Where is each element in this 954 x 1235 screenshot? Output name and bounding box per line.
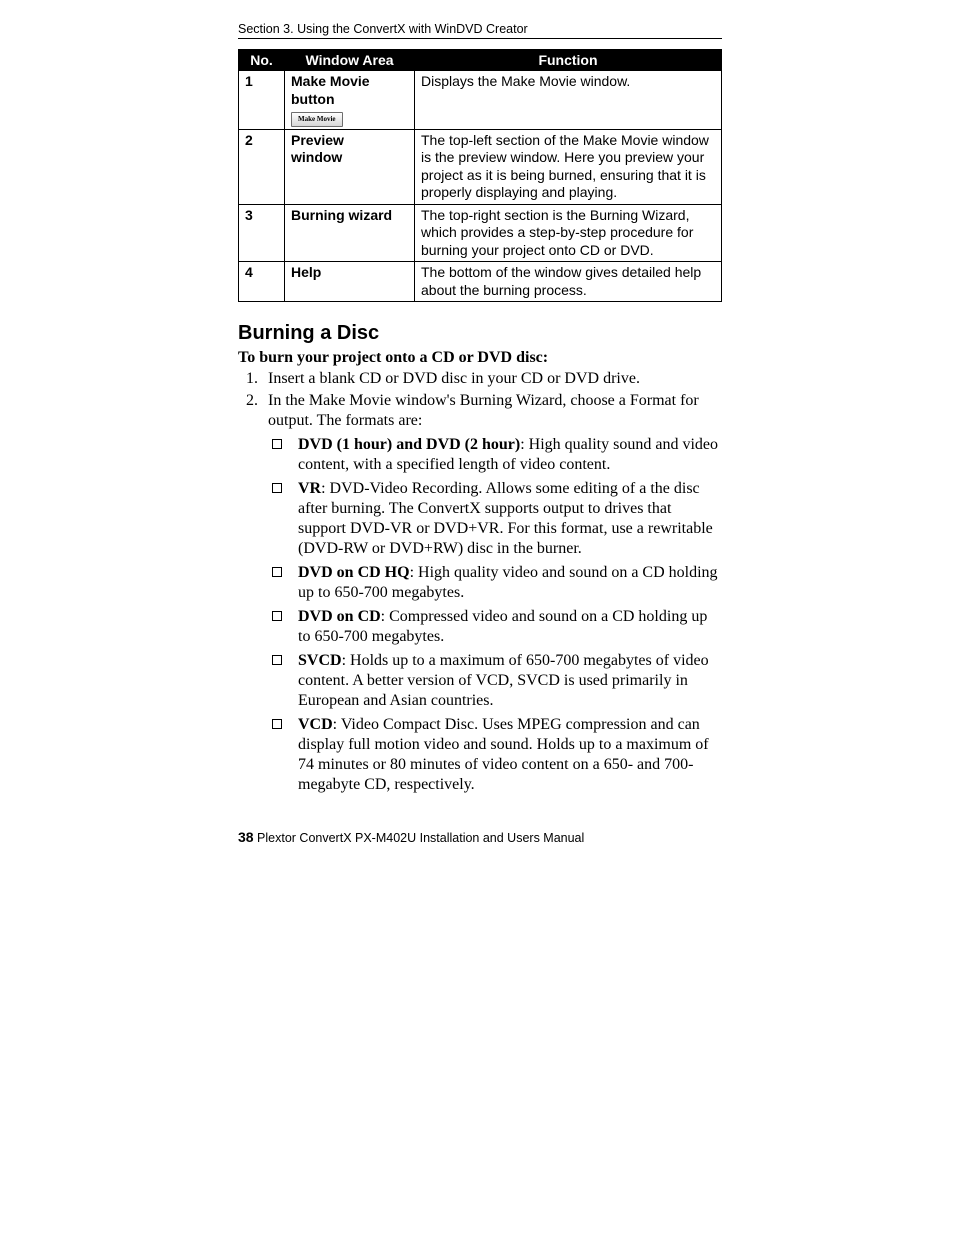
checkbox-bullet-icon bbox=[272, 567, 282, 577]
th-func: Function bbox=[415, 50, 722, 71]
step-item: Insert a blank CD or DVD disc in your CD… bbox=[262, 369, 722, 389]
formats-list: DVD (1 hour) and DVD (2 hour): High qual… bbox=[268, 435, 722, 795]
format-title: SVCD bbox=[298, 652, 342, 669]
format-desc: : Video Compact Disc. Uses MPEG compress… bbox=[298, 716, 709, 793]
format-item: DVD (1 hour) and DVD (2 hour): High qual… bbox=[298, 435, 722, 475]
cell-func: The bottom of the window gives detailed … bbox=[415, 262, 722, 302]
cell-no: 4 bbox=[239, 262, 285, 302]
checkbox-bullet-icon bbox=[272, 483, 282, 493]
format-item: DVD on CD HQ: High quality video and sou… bbox=[298, 563, 722, 603]
format-item: DVD on CD: Compressed video and sound on… bbox=[298, 607, 722, 647]
area-label-line2: button bbox=[291, 91, 335, 107]
section-header: Section 3. Using the ConvertX with WinDV… bbox=[238, 22, 722, 39]
area-label-line2: window bbox=[291, 149, 342, 165]
step-item: In the Make Movie window's Burning Wizar… bbox=[262, 391, 722, 795]
cell-area: Burning wizard bbox=[285, 204, 415, 262]
make-movie-button-graphic: Make Movie bbox=[291, 112, 343, 127]
table-row: 3 Burning wizard The top-right section i… bbox=[239, 204, 722, 262]
area-label-line1: Help bbox=[291, 264, 321, 280]
area-label-line1: Make Movie bbox=[291, 73, 370, 89]
page-number: 38 bbox=[238, 829, 254, 845]
format-item: SVCD: Holds up to a maximum of 650-700 m… bbox=[298, 651, 722, 711]
page-footer: 38 Plextor ConvertX PX-M402U Installatio… bbox=[238, 829, 722, 845]
format-desc: : Holds up to a maximum of 650-700 megab… bbox=[298, 652, 709, 709]
format-title: VCD bbox=[298, 716, 333, 733]
checkbox-bullet-icon bbox=[272, 655, 282, 665]
format-title: DVD on CD bbox=[298, 608, 381, 625]
intro-line: To burn your project onto a CD or DVD di… bbox=[238, 349, 722, 367]
cell-func: Displays the Make Movie window. bbox=[415, 71, 722, 130]
format-title: DVD (1 hour) and DVD (2 hour) bbox=[298, 436, 520, 453]
format-item: VR: DVD-Video Recording. Allows some edi… bbox=[298, 479, 722, 559]
cell-no: 3 bbox=[239, 204, 285, 262]
checkbox-bullet-icon bbox=[272, 719, 282, 729]
footer-text: Plextor ConvertX PX-M402U Installation a… bbox=[254, 831, 585, 845]
format-title: DVD on CD HQ bbox=[298, 564, 410, 581]
heading-burning-a-disc: Burning a Disc bbox=[238, 322, 722, 345]
table-header-row: No. Window Area Function bbox=[239, 50, 722, 71]
format-desc: : DVD-Video Recording. Allows some editi… bbox=[298, 480, 713, 557]
area-label-line1: Burning wizard bbox=[291, 207, 392, 223]
cell-no: 2 bbox=[239, 129, 285, 204]
format-item: VCD: Video Compact Disc. Uses MPEG compr… bbox=[298, 715, 722, 795]
table-row: 2 Preview window The top-left section of… bbox=[239, 129, 722, 204]
format-title: VR bbox=[298, 480, 321, 497]
cell-area: Help bbox=[285, 262, 415, 302]
cell-area: Make Movie button Make Movie bbox=[285, 71, 415, 130]
checkbox-bullet-icon bbox=[272, 439, 282, 449]
cell-func: The top-left section of the Make Movie w… bbox=[415, 129, 722, 204]
checkbox-bullet-icon bbox=[272, 611, 282, 621]
table-row: 1 Make Movie button Make Movie Displays … bbox=[239, 71, 722, 130]
th-no: No. bbox=[239, 50, 285, 71]
step-text: In the Make Movie window's Burning Wizar… bbox=[268, 392, 699, 429]
table-row: 4 Help The bottom of the window gives de… bbox=[239, 262, 722, 302]
cell-no: 1 bbox=[239, 71, 285, 130]
manual-page: Section 3. Using the ConvertX with WinDV… bbox=[0, 0, 954, 1235]
area-label-line1: Preview bbox=[291, 132, 344, 148]
steps-list: Insert a blank CD or DVD disc in your CD… bbox=[238, 369, 722, 795]
th-area: Window Area bbox=[285, 50, 415, 71]
cell-area: Preview window bbox=[285, 129, 415, 204]
window-areas-table: No. Window Area Function 1 Make Movie bu… bbox=[238, 49, 722, 302]
cell-func: The top-right section is the Burning Wiz… bbox=[415, 204, 722, 262]
